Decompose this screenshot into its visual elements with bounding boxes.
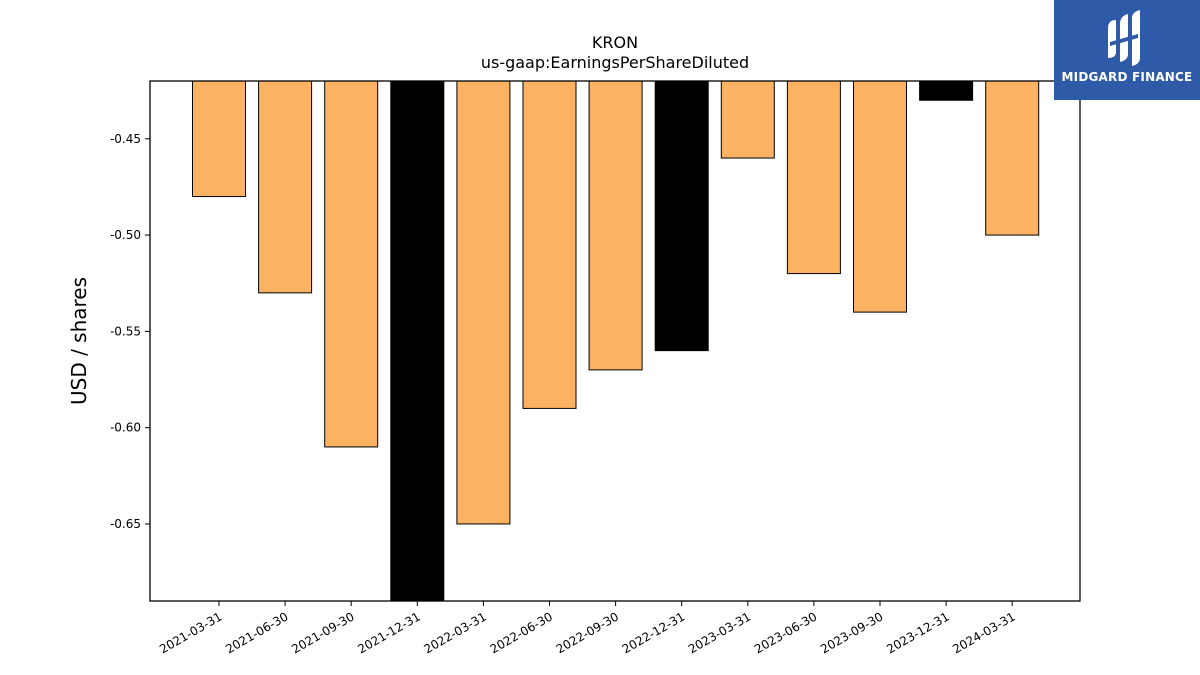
x-axis: 2021-03-312021-06-302021-09-302021-12-31… bbox=[157, 601, 1018, 656]
y-tick-label: -0.60 bbox=[110, 421, 141, 435]
x-tick-label: 2022-09-30 bbox=[554, 609, 621, 656]
y-axis-label: USD / shares bbox=[67, 277, 91, 405]
bar-2023-06-30 bbox=[786, 80, 841, 275]
x-tick-label: 2021-06-30 bbox=[223, 609, 290, 656]
bar-2023-12-31 bbox=[919, 80, 974, 101]
bar-2021-09-30 bbox=[324, 80, 379, 448]
brand-name: MIDGARD FINANCE bbox=[1061, 70, 1193, 84]
x-tick-label: 2023-09-30 bbox=[818, 609, 885, 656]
x-tick-label: 2021-09-30 bbox=[289, 609, 356, 656]
x-tick-label: 2021-12-31 bbox=[355, 609, 422, 656]
chart-title: KRON bbox=[592, 33, 638, 52]
x-tick-label: 2023-12-31 bbox=[884, 609, 951, 656]
y-tick-label: -0.55 bbox=[110, 324, 141, 338]
chart-subtitle: us-gaap:EarningsPerShareDiluted bbox=[481, 53, 749, 72]
bar-2021-12-31 bbox=[390, 80, 445, 602]
x-tick-label: 2023-06-30 bbox=[752, 609, 819, 656]
bar-2024-03-31 bbox=[985, 80, 1040, 236]
y-axis: -0.45 -0.50 -0.55 -0.60 -0.65 bbox=[110, 132, 150, 531]
brand-logo: MIDGARD FINANCE bbox=[1054, 0, 1200, 100]
bar-2022-06-30 bbox=[522, 80, 577, 409]
bar-2022-03-31 bbox=[456, 80, 511, 525]
y-tick-label: -0.45 bbox=[110, 132, 141, 146]
bar-2022-12-31 bbox=[654, 80, 709, 352]
y-tick-label: -0.50 bbox=[110, 228, 141, 242]
x-tick-label: 2023-03-31 bbox=[686, 609, 753, 656]
y-tick-label: -0.65 bbox=[110, 517, 141, 531]
x-tick-label: 2021-03-31 bbox=[157, 609, 224, 656]
x-tick-label: 2024-03-31 bbox=[950, 609, 1017, 656]
bars-group bbox=[192, 80, 1040, 602]
plot-frame bbox=[149, 80, 1081, 602]
x-tick-label: 2022-03-31 bbox=[421, 609, 488, 656]
bar-2023-03-31 bbox=[720, 80, 775, 159]
x-tick-label: 2022-12-31 bbox=[620, 609, 687, 656]
bar-2021-06-30 bbox=[258, 80, 313, 294]
bar-2022-09-30 bbox=[588, 80, 643, 371]
midgard-logo-icon bbox=[1108, 10, 1140, 66]
bar-2023-09-30 bbox=[853, 80, 907, 313]
x-tick-label: 2022-06-30 bbox=[488, 609, 555, 656]
bar-2021-03-31 bbox=[192, 80, 246, 198]
